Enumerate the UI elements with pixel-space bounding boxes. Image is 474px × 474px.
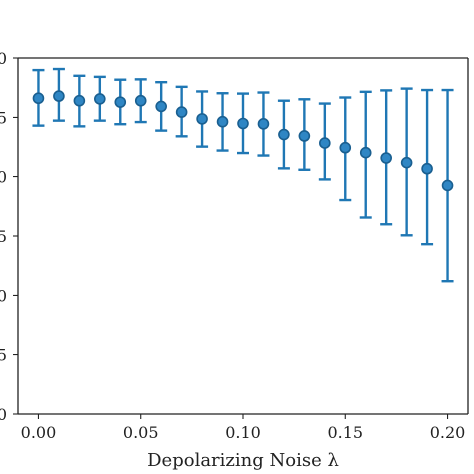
data-point — [359, 146, 372, 159]
x-tick-label: 0.05 — [123, 423, 159, 442]
y-tick-label: 5 — [0, 108, 7, 127]
data-point — [421, 162, 433, 175]
data-point — [298, 130, 311, 142]
y-tick-label: 0 — [0, 168, 7, 187]
y-tick-label: 0 — [0, 49, 7, 68]
chart-marks — [32, 67, 454, 283]
data-point — [175, 106, 188, 118]
data-point — [94, 93, 106, 105]
data-point — [114, 96, 127, 108]
data-point — [73, 94, 86, 107]
data-point — [278, 128, 290, 141]
data-point — [257, 118, 270, 130]
x-tick-label: 0.20 — [430, 423, 466, 442]
data-point — [400, 156, 413, 169]
data-point — [53, 90, 65, 102]
data-point — [339, 141, 352, 154]
data-point — [441, 179, 454, 192]
y-tick-label: 0 — [0, 286, 7, 305]
data-point — [32, 92, 45, 105]
y-ticks: 0 5 0 5 0 5 0 — [0, 49, 18, 424]
data-point — [196, 113, 208, 125]
x-axis-label: Depolarizing Noise λ — [147, 450, 339, 471]
y-tick-label: 5 — [0, 346, 7, 365]
data-point — [216, 115, 229, 128]
data-point — [155, 100, 167, 113]
data-point — [319, 137, 331, 149]
y-tick-label: 5 — [0, 227, 7, 246]
x-tick-label: 0.15 — [327, 423, 363, 442]
data-point — [134, 94, 147, 107]
y-tick-label: 0 — [0, 405, 7, 424]
x-ticks: 0.00 0.05 0.10 0.15 0.20 — [21, 414, 466, 442]
x-tick-label: 0.00 — [21, 423, 57, 442]
data-point — [380, 152, 392, 164]
data-point — [237, 117, 249, 130]
x-tick-label: 0.10 — [225, 423, 261, 442]
